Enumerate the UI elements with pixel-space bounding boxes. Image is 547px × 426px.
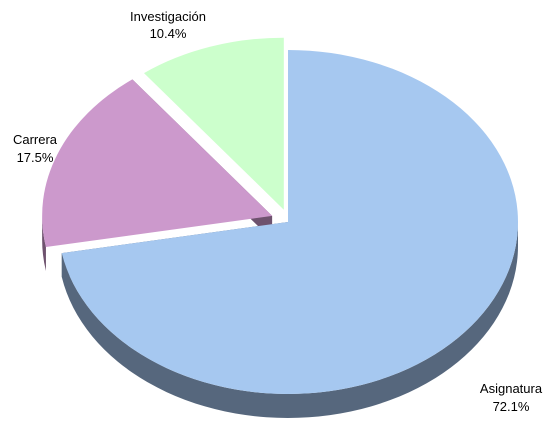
slice-label-asignatura: Asignatura	[480, 381, 543, 396]
slice-value-investigacion: 10.4%	[150, 26, 187, 41]
slice-carrera	[42, 79, 273, 248]
slice-label-carrera: Carrera	[13, 132, 58, 147]
slice-asignatura	[61, 50, 518, 394]
slice-label-investigacion: Investigación	[130, 9, 206, 24]
slice-investigacion	[144, 37, 284, 210]
pie-slices	[42, 37, 518, 394]
slice-value-asignatura: 72.1%	[493, 399, 530, 414]
slice-rim-carrera	[42, 215, 46, 272]
slice-value-carrera: 17.5%	[17, 150, 54, 165]
